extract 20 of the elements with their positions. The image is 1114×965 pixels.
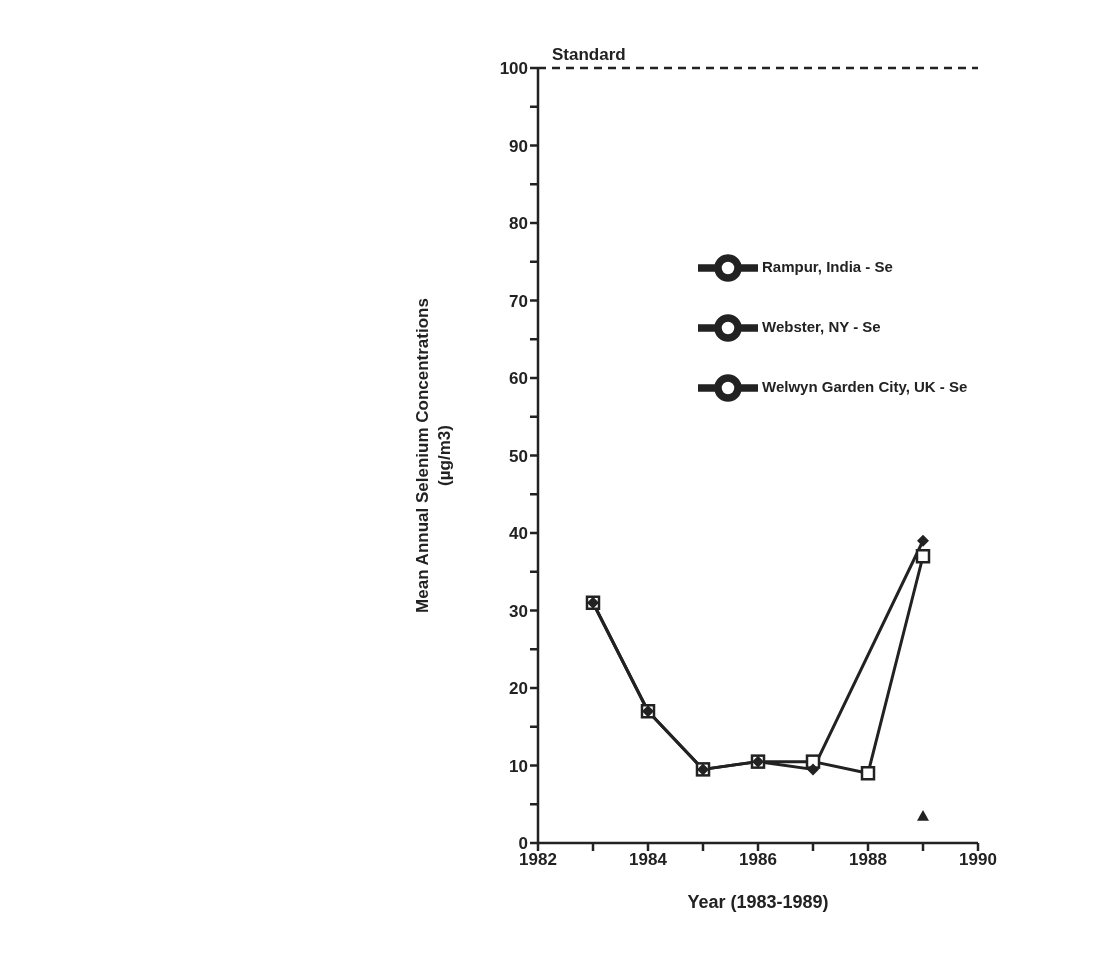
y-tick-label: 100: [499, 59, 528, 79]
legend-label: Welwyn Garden City, UK - Se: [762, 378, 968, 396]
y-tick-label: 40: [509, 524, 528, 544]
x-tick-label: 1990: [959, 850, 997, 870]
x-tick-label: 1986: [739, 850, 777, 870]
y-tick-label: 70: [509, 291, 528, 311]
y-tick-label: 60: [509, 369, 528, 389]
y-axis-title: Mean Annual Selenium Concentrations (µg/m3): [413, 298, 454, 613]
legend-label: Webster, NY - Se: [762, 318, 881, 336]
ref-line-label: Standard: [552, 45, 626, 65]
legend-label: Rampur, India - Se: [762, 258, 893, 276]
x-tick-label: 1984: [629, 850, 668, 870]
y-tick-label: 30: [509, 601, 528, 621]
y-tick-label: 50: [509, 446, 528, 466]
y-tick-label: 80: [509, 214, 528, 234]
y-tick-label: 10: [509, 756, 528, 776]
y-tick-label: 20: [509, 679, 528, 699]
x-axis-title: Year (1983-1989): [687, 892, 829, 912]
x-tick-label: 1988: [849, 850, 887, 870]
y-tick-label: 90: [509, 136, 528, 156]
